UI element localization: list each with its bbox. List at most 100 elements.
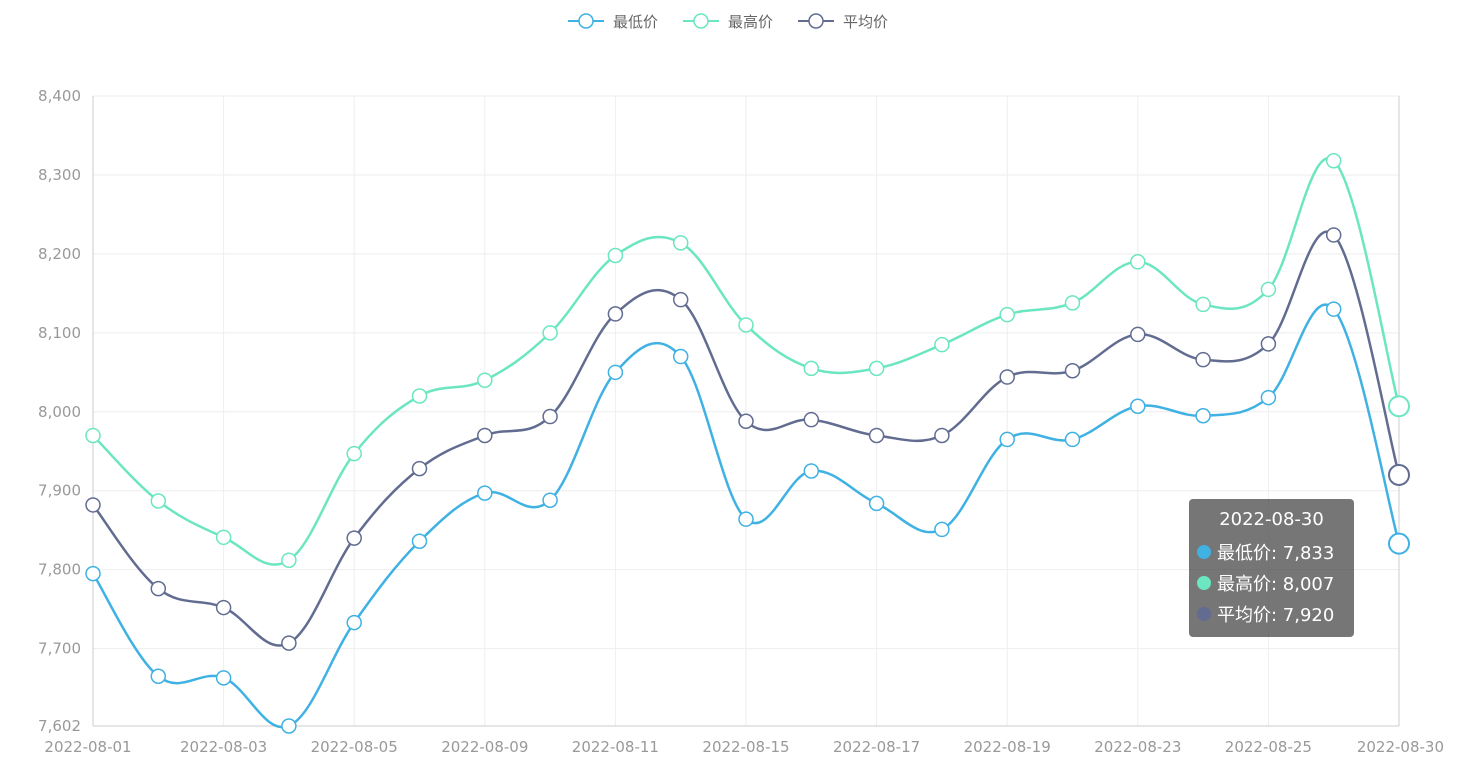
- tooltip-avg-value: 平均价: 7,920: [1217, 604, 1335, 626]
- data-point[interactable]: [411, 388, 428, 404]
- data-point[interactable]: [934, 427, 950, 444]
- data-point[interactable]: [738, 317, 754, 333]
- x-tick-label: 2022-08-01: [44, 738, 131, 756]
- y-tick-label: 8,300: [38, 166, 81, 184]
- y-tick-label: 8,400: [38, 87, 81, 105]
- data-point[interactable]: [281, 718, 297, 734]
- data-point[interactable]: [477, 427, 493, 444]
- data-point[interactable]: [934, 336, 950, 353]
- y-tick-label: 8,100: [38, 324, 81, 342]
- data-point[interactable]: [1064, 431, 1081, 448]
- data-point[interactable]: [1195, 407, 1211, 424]
- legend-marker-icon: [578, 13, 594, 29]
- data-point[interactable]: [150, 493, 167, 509]
- data-point[interactable]: [803, 411, 820, 428]
- data-point[interactable]: [868, 495, 885, 512]
- legend-item[interactable]: 平均价: [798, 13, 888, 31]
- y-tick-label: 7,700: [38, 640, 81, 658]
- x-tick-label: 2022-08-05: [311, 738, 398, 756]
- x-tick-label: 2022-08-30: [1357, 738, 1444, 756]
- x-tick-label: 2022-08-09: [441, 738, 528, 756]
- legend-item[interactable]: 最低价: [568, 13, 658, 31]
- data-point[interactable]: [672, 348, 689, 365]
- data-point[interactable]: [1130, 254, 1146, 270]
- data-point[interactable]: [803, 360, 820, 377]
- series-color-dot: [1197, 606, 1211, 621]
- data-point[interactable]: [999, 306, 1015, 323]
- data-point[interactable]: [346, 530, 362, 546]
- x-tick-label: 2022-08-03: [180, 738, 267, 756]
- data-point[interactable]: [1260, 281, 1277, 298]
- y-tick-label: 7,900: [38, 482, 81, 500]
- legend-label: 平均价: [843, 13, 888, 31]
- data-point[interactable]: [542, 408, 558, 425]
- data-point[interactable]: [999, 431, 1015, 448]
- data-point[interactable]: [1064, 295, 1081, 311]
- data-point[interactable]: [738, 413, 754, 430]
- data-point[interactable]: [999, 369, 1015, 385]
- data-point[interactable]: [934, 521, 950, 538]
- legend-item[interactable]: 最高价: [683, 13, 773, 31]
- data-point[interactable]: [542, 492, 558, 508]
- tooltip-title: 2022-08-30: [1219, 509, 1324, 530]
- data-point[interactable]: [1064, 362, 1081, 379]
- tooltip-row-high: 最高价: 8,007: [1197, 567, 1346, 598]
- data-point[interactable]: [1130, 326, 1146, 343]
- data-point[interactable]: [1260, 389, 1277, 406]
- data-point[interactable]: [411, 533, 428, 550]
- data-point[interactable]: [281, 552, 297, 568]
- data-point[interactable]: [215, 670, 232, 686]
- data-point[interactable]: [868, 427, 885, 444]
- data-point[interactable]: [803, 463, 820, 479]
- data-point[interactable]: [1325, 227, 1342, 243]
- data-point[interactable]: [738, 511, 754, 527]
- tooltip-high-value: 最高价: 8,007: [1217, 573, 1335, 595]
- x-tick-label: 2022-08-11: [572, 738, 659, 756]
- data-point[interactable]: [85, 427, 101, 444]
- y-tick-label: 7,800: [38, 561, 81, 579]
- x-tick-label: 2022-08-15: [702, 738, 789, 756]
- data-point[interactable]: [215, 529, 232, 546]
- data-point[interactable]: [346, 445, 362, 462]
- data-point[interactable]: [1260, 336, 1277, 352]
- data-point[interactable]: [672, 235, 689, 251]
- data-point[interactable]: [1195, 351, 1211, 368]
- series-color-dot: [1197, 575, 1211, 590]
- legend-label: 最高价: [728, 13, 773, 31]
- data-point[interactable]: [607, 306, 624, 322]
- data-point[interactable]: [477, 372, 493, 388]
- data-point[interactable]: [215, 599, 232, 616]
- data-point[interactable]: [150, 668, 167, 685]
- y-tick-label: 8,200: [38, 245, 81, 263]
- data-point[interactable]: [1325, 152, 1342, 169]
- data-point[interactable]: [1388, 532, 1410, 555]
- data-point[interactable]: [477, 485, 493, 501]
- data-point[interactable]: [85, 565, 101, 582]
- data-point[interactable]: [672, 291, 689, 308]
- data-point[interactable]: [346, 614, 362, 631]
- data-point[interactable]: [1388, 463, 1410, 486]
- data-point[interactable]: [85, 497, 101, 513]
- data-point[interactable]: [1325, 301, 1342, 317]
- data-point[interactable]: [1195, 296, 1211, 313]
- data-point[interactable]: [868, 360, 885, 377]
- x-tick-label: 2022-08-23: [1094, 738, 1181, 756]
- tooltip-low-value: 最低价: 7,833: [1217, 542, 1335, 564]
- data-point[interactable]: [542, 325, 558, 341]
- data-point[interactable]: [607, 247, 624, 264]
- legend-label: 最低价: [613, 13, 658, 31]
- series-points[interactable]: [85, 152, 1410, 734]
- legend[interactable]: 最低价 最高价 平均价: [568, 13, 888, 31]
- data-point[interactable]: [1130, 398, 1146, 415]
- data-point[interactable]: [607, 364, 624, 381]
- data-point[interactable]: [411, 460, 428, 477]
- x-tick-label: 2022-08-19: [964, 738, 1051, 756]
- legend-marker-icon: [808, 13, 824, 29]
- data-point[interactable]: [281, 635, 297, 651]
- data-point[interactable]: [1388, 395, 1410, 418]
- legend-marker-icon: [693, 13, 709, 29]
- tooltip-row-low: 最低价: 7,833: [1197, 536, 1346, 567]
- data-point[interactable]: [150, 580, 167, 597]
- y-tick-label: 7,602: [38, 717, 81, 735]
- x-tick-label: 2022-08-17: [833, 738, 920, 756]
